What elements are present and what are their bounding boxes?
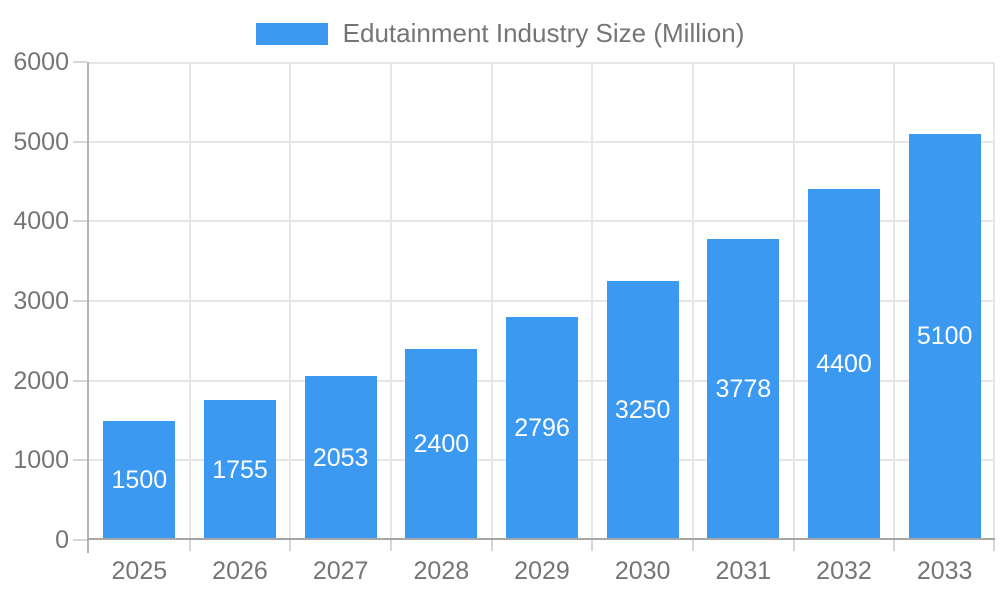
legend-label: Edutainment Industry Size (Million)	[342, 18, 745, 48]
x-axis-line	[87, 538, 995, 540]
y-axis-tick	[73, 220, 87, 223]
x-axis-tick	[490, 540, 493, 551]
bar-2033[interactable]: 5100	[908, 133, 981, 540]
x-axis-tick-label: 2031	[715, 557, 772, 585]
y-axis-tick-extension	[87, 540, 89, 553]
bar-value-label: 2400	[413, 429, 470, 458]
bar-value-label: 2053	[312, 443, 369, 472]
y-axis-tick-label: 5000	[13, 127, 69, 156]
bar-value-label: 3778	[715, 375, 772, 404]
x-axis-tick-label: 2030	[614, 557, 671, 585]
y-axis-tick	[73, 379, 87, 382]
bar-value-label: 1755	[212, 455, 268, 484]
x-gridline	[390, 62, 392, 540]
x-gridline	[188, 62, 191, 540]
x-axis-tick	[792, 540, 795, 551]
x-axis-tick	[289, 540, 292, 551]
x-axis-tick	[591, 540, 594, 551]
x-axis-tick-label: 2033	[916, 557, 973, 585]
bar-2027[interactable]: 2053	[304, 376, 377, 540]
bar-value-label: 3250	[614, 396, 671, 425]
x-axis-tick-label: 2029	[514, 557, 570, 585]
bar-2031[interactable]: 3778	[707, 239, 780, 540]
chart-legend[interactable]: Edutainment Industry Size (Million)	[0, 18, 1000, 49]
x-gridline	[591, 62, 594, 540]
x-axis-tick-label: 2028	[413, 557, 470, 585]
y-axis-tick	[73, 539, 87, 541]
x-gridline	[692, 62, 694, 540]
y-gridline	[89, 220, 995, 223]
y-axis-tick-label: 2000	[13, 366, 69, 395]
y-axis-tick-label: 6000	[13, 48, 69, 76]
y-axis-tick	[73, 300, 87, 302]
y-axis-tick	[73, 61, 87, 63]
bar-value-label: 4400	[816, 350, 872, 379]
x-axis-tick	[188, 540, 191, 551]
plot-area: 1500 1755 2053 2400 2796 3250 3778 4400 5100 0 10…	[13, 48, 995, 585]
y-axis-tick-label: 0	[55, 526, 69, 554]
y-axis-tick-label: 4000	[13, 207, 69, 236]
y-axis-tick-label: 3000	[13, 287, 69, 315]
x-axis-tick-label: 2027	[312, 557, 369, 585]
bar-2032[interactable]: 4400	[808, 189, 880, 540]
x-axis-tick-label: 2025	[111, 557, 168, 585]
y-axis-tick	[73, 459, 87, 462]
bar-value-label: 2796	[514, 414, 570, 443]
x-axis-tick	[692, 540, 694, 551]
legend-swatch	[255, 22, 328, 45]
x-axis-tick-label: 2032	[816, 557, 872, 585]
y-gridline	[89, 62, 995, 64]
x-gridline	[289, 62, 292, 540]
bar-2025[interactable]: 1500	[103, 420, 176, 540]
bar-2026[interactable]: 1755	[204, 400, 276, 540]
x-gridline	[893, 62, 896, 540]
y-gridline	[89, 300, 995, 302]
x-gridline	[490, 62, 493, 540]
x-gridline	[792, 62, 795, 540]
x-gridline	[993, 62, 995, 540]
x-axis-tick	[993, 540, 995, 551]
bar-2029[interactable]: 2796	[506, 317, 578, 540]
bar-2028[interactable]: 2400	[405, 348, 478, 540]
x-axis-tick	[893, 540, 896, 551]
x-axis-tick-label: 2026	[212, 557, 268, 585]
bar-value-label: 1500	[111, 465, 168, 494]
x-axis-tick	[390, 540, 392, 551]
bar-2030[interactable]: 3250	[606, 281, 679, 540]
y-axis-tick	[73, 140, 87, 143]
y-gridline	[89, 140, 995, 143]
bar-value-label: 5100	[916, 322, 973, 351]
y-axis-tick-label: 1000	[13, 446, 69, 475]
